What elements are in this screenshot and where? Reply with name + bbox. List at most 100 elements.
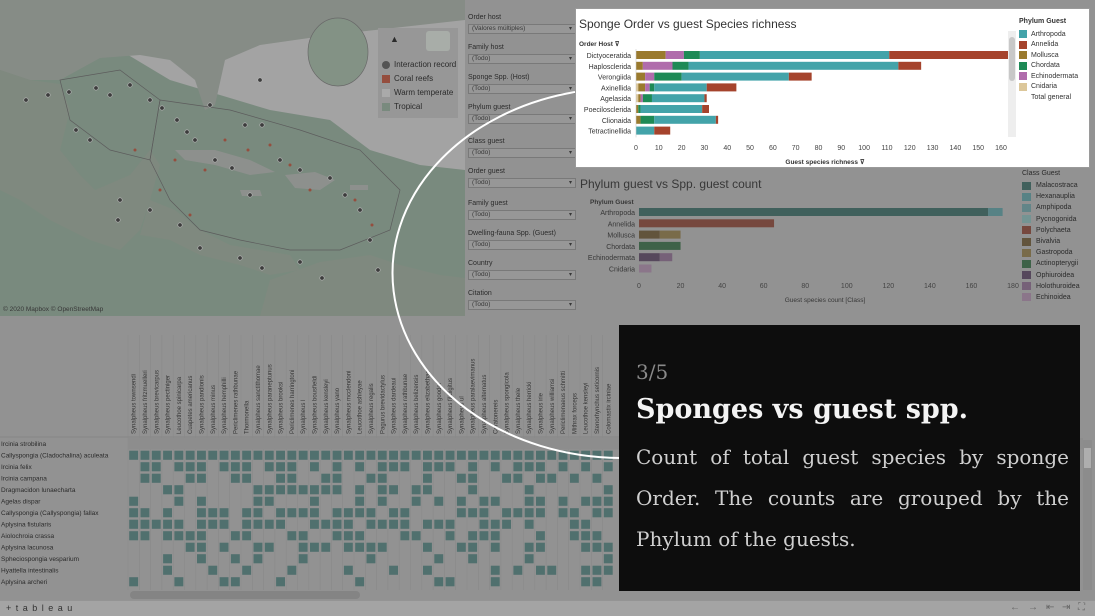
chart1-bar-segment[interactable] [788,72,812,81]
matrix-cell[interactable] [456,542,466,552]
matrix-cell[interactable] [366,519,376,529]
chart1-sponge-order-vs-richness[interactable]: Sponge Order vs guest Species richness O… [575,8,1090,168]
matrix-cell[interactable] [490,565,500,575]
matrix-cell[interactable] [536,531,545,541]
matrix-cell[interactable] [423,462,432,472]
matrix-cell[interactable] [581,519,591,529]
matrix-cell[interactable] [468,462,478,472]
chart1-bar-segment[interactable] [636,105,639,113]
matrix-cell[interactable] [219,519,229,529]
matrix-cell[interactable] [569,473,579,483]
chart1-bar-segment[interactable] [638,94,641,103]
matrix-cell[interactable] [603,462,613,472]
matrix-cell[interactable] [592,473,602,483]
matrix-column-header[interactable]: Synalpheus belizensis [414,375,420,434]
matrix-column-header[interactable]: Synalpheus herricki [527,382,533,434]
matrix-cell[interactable] [490,496,500,506]
matrix-cell[interactable] [185,473,195,483]
matrix-column-header[interactable]: Synalpheus williamsi [550,379,556,434]
chart1-bar-segment[interactable] [715,115,719,124]
matrix-column-header[interactable]: Synalpheus yano [335,387,341,434]
matrix-cell[interactable] [569,450,579,460]
matrix-cell[interactable] [603,565,613,575]
matrix-cell[interactable] [310,542,319,552]
matrix-cell[interactable] [208,519,218,529]
matrix-cell[interactable] [547,473,557,483]
matrix-column-header[interactable]: Synalpheus paraneptunus [267,364,273,434]
matrix-cell[interactable] [151,462,161,472]
matrix-cell[interactable] [140,531,150,541]
matrix-cell[interactable] [456,473,466,483]
chart1-bar-segment[interactable] [640,105,703,113]
chart1-bar-segment[interactable] [642,61,673,70]
matrix-cell[interactable] [298,508,308,518]
chart1-bar-segment[interactable] [699,51,890,59]
matrix-cell[interactable] [558,462,568,472]
matrix-cell[interactable] [445,450,455,460]
matrix-cell[interactable] [287,473,297,483]
matrix-cell[interactable] [468,531,478,541]
matrix-cell[interactable] [276,508,285,518]
matrix-cell[interactable] [276,485,285,495]
matrix-cell[interactable] [434,496,444,506]
chart1-bar-segment[interactable] [688,61,899,70]
matrix-column-header[interactable]: Synalpheus pandionis [199,375,205,434]
chart2-legend-item[interactable]: Holothuroidea [1022,281,1094,292]
matrix-cell[interactable] [343,565,353,575]
matrix-cell[interactable] [298,542,308,552]
matrix-row-label[interactable]: Spheciospongia vesparium [1,556,79,563]
chart2-bar-segment[interactable] [639,219,775,228]
matrix-cell[interactable] [456,450,466,460]
matrix-cell[interactable] [185,450,195,460]
matrix-cell[interactable] [197,519,206,529]
matrix-cell[interactable] [423,473,432,483]
matrix-cell[interactable] [400,508,410,518]
matrix-column-header[interactable]: Synalpheus brevicarpus [154,370,160,434]
matrix-cell[interactable] [490,462,500,472]
matrix-cell[interactable] [479,531,489,541]
matrix-cell[interactable] [434,462,444,472]
matrix-cell[interactable] [197,473,206,483]
chevron-down-icon[interactable]: ▾ [568,26,572,32]
undo-icon[interactable]: ← [1010,602,1020,613]
chart1-bar-segment[interactable] [704,94,707,103]
chart1-bar-segment[interactable] [706,83,737,92]
chevron-down-icon[interactable]: ▾ [568,150,572,156]
chart1-bar-segment[interactable] [654,83,707,92]
matrix-cell[interactable] [536,542,545,552]
matrix-cell[interactable] [332,473,342,483]
matrix-column-header[interactable]: Synalpheus paralaevimanus [471,359,477,434]
matrix-cell[interactable] [434,450,444,460]
tableau-logo[interactable]: + t a b l e a u [6,603,74,613]
matrix-cell[interactable] [287,565,297,575]
chart1-bar-segment[interactable] [654,115,716,124]
matrix-cell[interactable] [219,462,229,472]
matrix-cell[interactable] [490,450,500,460]
filter-dropdown[interactable]: (Todo) ▾ [468,84,576,94]
matrix-cell[interactable] [174,519,184,529]
chart2-legend-item[interactable]: Ophiuroidea [1022,270,1094,281]
chart2-legend-item[interactable]: Echinoidea [1022,292,1094,303]
matrix-cell[interactable] [163,519,172,529]
matrix-cell[interactable] [310,462,319,472]
matrix-cell[interactable] [411,496,421,506]
matrix-cell[interactable] [434,577,444,587]
matrix-cell[interactable] [242,450,252,460]
matrix-cell[interactable] [445,462,455,472]
matrix-cell[interactable] [332,508,342,518]
matrix-cell[interactable] [445,531,455,541]
matrix-column-header[interactable]: Synalpheus sanctithomae [256,365,262,434]
matrix-cell[interactable] [129,519,139,529]
matrix-cell[interactable] [389,508,398,518]
matrix-column-header[interactable]: Synalpheus ul [459,396,465,434]
matrix-column-header[interactable]: Synalpheus thele [516,387,522,434]
matrix-cell[interactable] [287,531,297,541]
matrix-cell[interactable] [129,450,139,460]
matrix-cell[interactable] [185,462,195,472]
matrix-row-label[interactable]: Callyspongia (Callyspongia) fallax [1,510,99,517]
matrix-cell[interactable] [332,519,342,529]
matrix-cell[interactable] [513,450,523,460]
matrix-cell[interactable] [140,519,150,529]
matrix-cell[interactable] [242,473,252,483]
matrix-cell[interactable] [253,496,263,506]
